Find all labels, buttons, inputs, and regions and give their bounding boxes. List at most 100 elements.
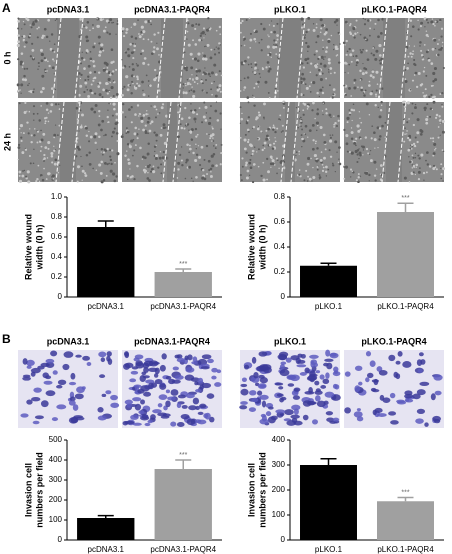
- cell: [96, 18, 98, 20]
- cell: [406, 130, 408, 132]
- cell: [312, 139, 315, 142]
- cell: [371, 388, 380, 393]
- cell: [344, 20, 348, 24]
- cell: [26, 170, 30, 174]
- cell: [83, 58, 86, 61]
- cell: [202, 52, 204, 54]
- cell: [302, 139, 306, 143]
- cell: [89, 57, 93, 61]
- cell: [419, 45, 421, 47]
- cell: [19, 89, 21, 91]
- cell: [250, 154, 252, 157]
- cell: [81, 179, 83, 181]
- cell: [109, 96, 113, 100]
- cell: [317, 124, 319, 127]
- cell: [89, 89, 93, 93]
- cell: [278, 167, 280, 170]
- cell: [123, 351, 129, 357]
- cell: [126, 403, 132, 408]
- cell: [143, 391, 152, 397]
- cell: [126, 88, 130, 92]
- cell: [425, 94, 428, 97]
- y-tick-label: 400: [49, 455, 63, 464]
- cell: [265, 66, 268, 69]
- cell: [36, 27, 39, 30]
- cell: [330, 72, 332, 75]
- cell: [419, 167, 421, 169]
- cell: [274, 137, 276, 139]
- cell: [121, 111, 124, 114]
- cell: [97, 82, 99, 85]
- cell: [441, 120, 445, 123]
- cell: [160, 106, 164, 110]
- cell: [102, 151, 106, 154]
- cell: [29, 162, 32, 165]
- cell: [196, 83, 199, 85]
- cell: [76, 165, 81, 169]
- cell: [335, 55, 338, 57]
- cell: [147, 116, 151, 120]
- cell: [251, 127, 254, 129]
- cell: [195, 68, 198, 71]
- cell: [271, 159, 275, 163]
- cell: [368, 84, 371, 87]
- cell: [194, 121, 197, 123]
- cell: [189, 83, 192, 86]
- cell: [205, 79, 208, 82]
- cell: [417, 28, 420, 31]
- cell: [102, 49, 105, 52]
- cell: [96, 148, 98, 151]
- cell: [440, 177, 443, 180]
- cell: [270, 56, 272, 58]
- cell: [316, 400, 326, 408]
- cell: [329, 134, 331, 136]
- cell: [30, 140, 33, 144]
- wound: [167, 102, 177, 182]
- cell: [433, 142, 437, 146]
- cell: [90, 107, 94, 111]
- cell: [18, 37, 20, 39]
- cell: [366, 58, 370, 62]
- cell: [414, 152, 417, 155]
- cell: [39, 150, 42, 152]
- cell: [17, 20, 20, 23]
- cell: [239, 405, 248, 410]
- cell: [346, 50, 349, 53]
- cell: [346, 116, 350, 120]
- cell: [148, 360, 159, 367]
- cell: [260, 413, 267, 418]
- cell: [374, 147, 376, 149]
- cell: [282, 100, 285, 104]
- cell: [374, 407, 383, 414]
- y-tick-label: 0.6: [274, 217, 286, 226]
- cell: [24, 41, 27, 44]
- cell: [148, 367, 158, 372]
- cell: [441, 41, 444, 44]
- cell: [162, 160, 165, 162]
- cell: [240, 117, 244, 121]
- cell: [322, 113, 324, 116]
- cell: [87, 75, 90, 78]
- cell: [146, 152, 150, 156]
- cell: [366, 372, 374, 379]
- cell: [30, 26, 33, 29]
- cell: [189, 144, 191, 147]
- cell: [255, 116, 259, 120]
- cell: [436, 42, 439, 46]
- cell: [210, 105, 212, 107]
- cell: [109, 73, 112, 77]
- cell: [176, 357, 186, 363]
- cell: [16, 43, 20, 48]
- cell: [57, 103, 60, 106]
- cell: [83, 67, 86, 70]
- cell: [299, 116, 302, 119]
- cell: [350, 60, 353, 63]
- cell: [345, 53, 348, 56]
- cell: [423, 106, 427, 110]
- cell: [39, 173, 43, 177]
- cell: [62, 363, 70, 371]
- cell: [127, 47, 130, 51]
- cell: [17, 146, 21, 149]
- cell: [388, 354, 396, 362]
- y-tick-label: 400: [272, 435, 286, 444]
